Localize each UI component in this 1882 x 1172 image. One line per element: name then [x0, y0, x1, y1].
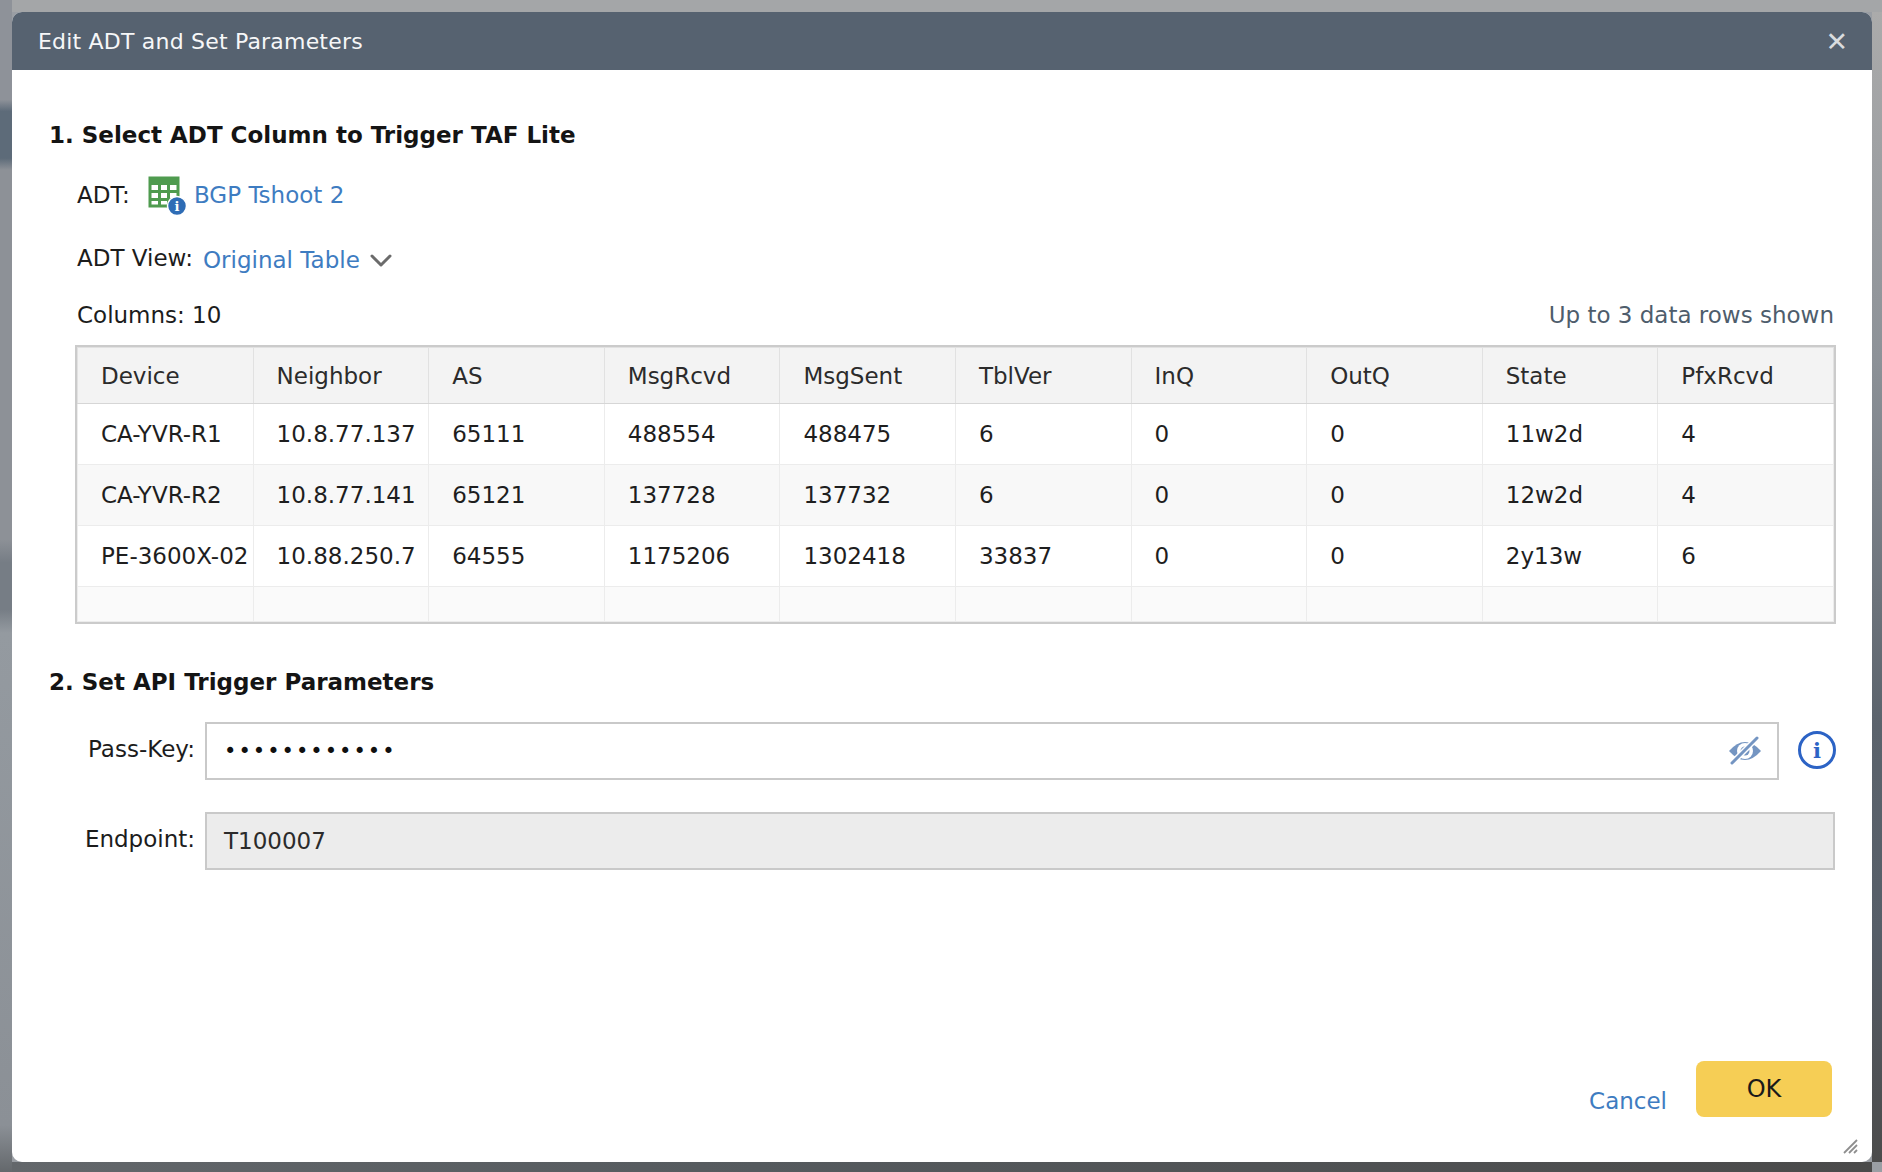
table-footer-row — [78, 587, 1834, 622]
ok-button[interactable]: OK — [1696, 1061, 1832, 1117]
table-header-row: Device Neighbor AS MsgRcvd MsgSent TblVe… — [78, 348, 1834, 404]
svg-text:i: i — [175, 199, 180, 214]
cell: 0 — [1131, 526, 1307, 587]
cell: 0 — [1307, 404, 1483, 465]
cell: 33837 — [955, 526, 1131, 587]
eye-slash-icon[interactable] — [1725, 735, 1765, 767]
column-header-msgsent[interactable]: MsgSent — [780, 348, 956, 404]
cell: 137728 — [604, 465, 780, 526]
cell: 1175206 — [604, 526, 780, 587]
cell: 12w2d — [1482, 465, 1658, 526]
cell: CA-YVR-R2 — [78, 465, 254, 526]
background-page-left-edge — [0, 0, 12, 1172]
column-header-device[interactable]: Device — [78, 348, 254, 404]
cell: 65111 — [429, 404, 605, 465]
cell: 0 — [1307, 526, 1483, 587]
adt-view-selected: Original Table — [203, 245, 360, 275]
cell: CA-YVR-R1 — [78, 404, 254, 465]
background-page-bottom-edge — [12, 1162, 1872, 1172]
column-header-as[interactable]: AS — [429, 348, 605, 404]
cell: 10.8.77.137 — [253, 404, 429, 465]
cell: 0 — [1131, 404, 1307, 465]
adt-view-dropdown[interactable]: Original Table — [203, 243, 393, 276]
passkey-input[interactable]: •••••••••••• — [205, 722, 1779, 780]
endpoint-input: T100007 — [205, 812, 1835, 870]
adt-preview-table: Device Neighbor AS MsgRcvd MsgSent TblVe… — [75, 345, 1836, 624]
dialog-header: Edit ADT and Set Parameters ✕ — [12, 12, 1872, 70]
cell: 0 — [1131, 465, 1307, 526]
cell: 488554 — [604, 404, 780, 465]
adt-link[interactable]: BGP Tshoot 2 — [194, 180, 344, 210]
cell: 2y13w — [1482, 526, 1658, 587]
column-header-pfxrcvd[interactable]: PfxRcvd — [1658, 348, 1834, 404]
cell: 65121 — [429, 465, 605, 526]
column-header-msgrcvd[interactable]: MsgRcvd — [604, 348, 780, 404]
endpoint-value: T100007 — [224, 828, 326, 854]
adt-table-icon: i — [148, 176, 188, 216]
rows-shown-label: Up to 3 data rows shown — [1549, 300, 1834, 330]
cell: 6 — [955, 465, 1131, 526]
cell: 137732 — [780, 465, 956, 526]
cancel-button[interactable]: Cancel — [1589, 1086, 1667, 1116]
passkey-label: Pass-Key: — [49, 736, 195, 762]
cell: 6 — [955, 404, 1131, 465]
passkey-masked-value: •••••••••••• — [224, 739, 1674, 763]
cell: 0 — [1307, 465, 1483, 526]
cell: 10.88.250.7 — [253, 526, 429, 587]
adt-label: ADT: — [77, 180, 130, 210]
background-page-top-edge — [12, 0, 1882, 12]
dialog-title: Edit ADT and Set Parameters — [38, 29, 363, 54]
cell: 6 — [1658, 526, 1834, 587]
info-icon[interactable]: i — [1798, 731, 1836, 769]
cell: 488475 — [780, 404, 956, 465]
section1-heading: 1. Select ADT Column to Trigger TAF Lite — [49, 120, 576, 150]
cell: 4 — [1658, 404, 1834, 465]
cell: 11w2d — [1482, 404, 1658, 465]
close-icon[interactable]: ✕ — [1825, 28, 1848, 55]
edit-adt-dialog: Edit ADT and Set Parameters ✕ 1. Select … — [12, 12, 1872, 1162]
table-row: CA-YVR-R1 10.8.77.137 65111 488554 48847… — [78, 404, 1834, 465]
cell: 4 — [1658, 465, 1834, 526]
endpoint-label: Endpoint: — [49, 826, 195, 852]
table-row: CA-YVR-R2 10.8.77.141 65121 137728 13773… — [78, 465, 1834, 526]
cell: PE-3600X-02 — [78, 526, 254, 587]
section2-heading: 2. Set API Trigger Parameters — [49, 667, 434, 697]
column-header-inq[interactable]: InQ — [1131, 348, 1307, 404]
cell: 10.8.77.141 — [253, 465, 429, 526]
chevron-down-icon — [369, 246, 393, 276]
resize-handle-icon[interactable] — [1841, 1137, 1858, 1154]
adt-view-label: ADT View: — [77, 243, 193, 273]
column-header-outq[interactable]: OutQ — [1307, 348, 1483, 404]
column-header-state[interactable]: State — [1482, 348, 1658, 404]
cell: 64555 — [429, 526, 605, 587]
columns-count-label: Columns: 10 — [77, 300, 221, 330]
column-header-neighbor[interactable]: Neighbor — [253, 348, 429, 404]
cell: 1302418 — [780, 526, 956, 587]
info-icon-glyph: i — [1813, 738, 1821, 763]
column-header-tblver[interactable]: TblVer — [955, 348, 1131, 404]
background-page-right-edge — [1872, 12, 1882, 1162]
table-row: PE-3600X-02 10.88.250.7 64555 1175206 13… — [78, 526, 1834, 587]
